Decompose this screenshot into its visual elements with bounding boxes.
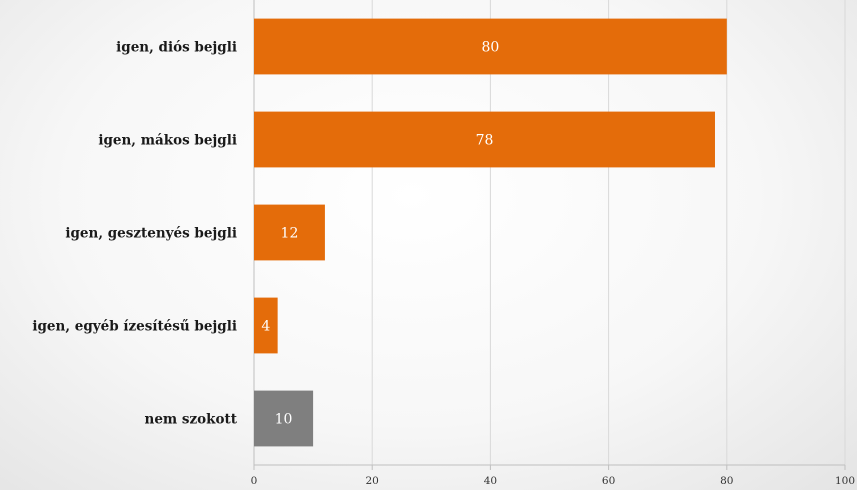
bar (254, 111, 715, 168)
category-labels: igen, diós bejgli igen, mákos bejgli igen,… (32, 40, 237, 428)
bar (254, 18, 727, 75)
data-label: 80 (481, 40, 499, 56)
x-tick-label: 40 (484, 475, 497, 487)
category-label: igen, diós bejgli (116, 40, 237, 56)
x-tick-label: 60 (602, 475, 615, 487)
category-label: igen, egyéb ízesítésű bejgli (32, 319, 237, 335)
data-label: 78 (476, 133, 494, 149)
data-label: 10 (275, 412, 293, 428)
category-label: igen, mákos bejgli (98, 133, 237, 149)
x-axis-ticks: 0 20 40 60 80 100 (251, 464, 855, 487)
gridlines (253, 0, 846, 465)
x-tick-label: 20 (366, 475, 379, 487)
x-tick-label: 80 (720, 475, 733, 487)
data-label: 4 (261, 319, 270, 335)
data-label: 12 (281, 226, 299, 242)
category-label: igen, gesztenyés bejgli (65, 226, 237, 242)
bar (254, 297, 278, 354)
bar (254, 204, 325, 261)
bars: 80 78 12 4 10 (254, 18, 727, 447)
bar (254, 390, 314, 447)
x-tick-label: 100 (835, 475, 855, 487)
category-label: nem szokott (145, 412, 238, 428)
x-tick-label: 0 (251, 475, 258, 487)
